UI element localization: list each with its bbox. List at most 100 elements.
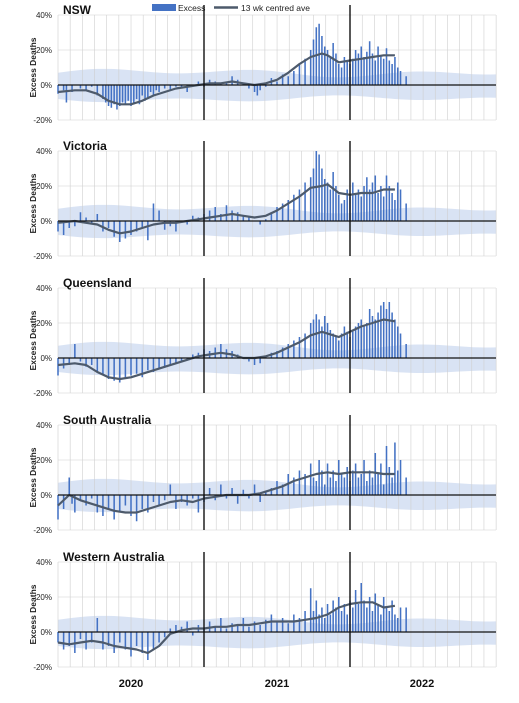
excess-bar xyxy=(135,85,138,99)
excess-bar xyxy=(399,189,402,221)
excess-bar xyxy=(343,200,346,221)
excess-bar xyxy=(57,221,59,232)
excess-bar xyxy=(220,618,222,632)
excess-bar xyxy=(256,85,259,96)
excess-bar xyxy=(214,207,217,221)
excess-bar xyxy=(79,85,82,89)
excess-bar xyxy=(340,203,343,221)
excess-bar xyxy=(337,194,340,221)
excess-bar xyxy=(107,632,110,646)
excess-bar xyxy=(340,611,343,632)
excess-bar xyxy=(323,618,326,632)
excess-bar xyxy=(360,583,363,632)
excess-bar xyxy=(380,55,382,85)
y-tick-label: -20% xyxy=(33,526,52,535)
excess-bar xyxy=(374,60,377,85)
excess-bar xyxy=(264,491,267,495)
excess-bar xyxy=(326,182,329,221)
excess-bar xyxy=(368,309,371,358)
excess-bar xyxy=(352,330,354,358)
excess-bar xyxy=(304,333,306,358)
excess-bar xyxy=(118,221,121,242)
excess-bar xyxy=(180,495,183,502)
year-labels: 2020 2021 2022 xyxy=(119,678,434,690)
excess-bar xyxy=(329,614,332,632)
excess-bar xyxy=(147,221,149,241)
excess-bar xyxy=(113,632,115,653)
excess-bar xyxy=(270,614,273,632)
legend: Excess 13 wk centred ave xyxy=(152,3,310,13)
excess-bar xyxy=(96,358,99,372)
excess-bar xyxy=(107,221,110,228)
excess-bar xyxy=(74,344,76,358)
excess-bar xyxy=(85,217,87,221)
excess-bar xyxy=(276,621,278,632)
excess-bar xyxy=(360,196,363,221)
excess-bar xyxy=(298,64,301,85)
excess-bar xyxy=(281,484,284,495)
y-axis-label: Excess Deaths xyxy=(28,584,38,644)
excess-bar xyxy=(62,221,65,235)
excess-bar xyxy=(312,611,315,632)
excess-bar xyxy=(394,614,396,632)
excess-bar xyxy=(127,85,129,101)
excess-bar xyxy=(264,219,267,221)
excess-bar xyxy=(130,85,132,106)
excess-bar xyxy=(354,463,357,495)
excess-bar xyxy=(374,319,377,358)
excess-bar xyxy=(163,221,166,230)
excess-bar xyxy=(366,481,368,495)
excess-bar xyxy=(374,453,377,495)
excess-bar xyxy=(385,309,388,358)
excess-bar xyxy=(298,618,301,632)
excess-bar xyxy=(326,463,329,495)
excess-bar xyxy=(366,51,368,85)
excess-bar xyxy=(368,470,371,495)
excess-bar xyxy=(62,495,65,509)
excess-bar xyxy=(270,488,273,495)
excess-bar xyxy=(312,39,315,85)
excess-bar xyxy=(121,85,124,103)
excess-bar xyxy=(141,358,144,378)
excess-bar xyxy=(335,186,337,221)
excess-bar xyxy=(197,495,200,513)
excess-bar xyxy=(130,221,132,235)
excess-bar xyxy=(315,600,318,632)
excess-bar xyxy=(158,495,160,506)
excess-bar xyxy=(259,358,261,364)
excess-bar xyxy=(399,333,402,358)
panel-title: South Australia xyxy=(63,413,152,427)
excess-bar xyxy=(346,467,348,495)
excess-bar xyxy=(225,205,228,221)
panel-title: Western Australia xyxy=(63,550,165,564)
excess-bar xyxy=(231,210,233,221)
excess-bar xyxy=(321,168,323,221)
excess-bar xyxy=(343,604,346,632)
excess-bar xyxy=(90,358,93,365)
excess-bar xyxy=(113,85,115,105)
excess-bar xyxy=(281,347,284,358)
excess-bar xyxy=(352,182,354,221)
moving-average-line xyxy=(57,601,396,655)
excess-bar xyxy=(270,212,273,221)
excess-bar xyxy=(293,340,295,358)
y-tick-label: 40% xyxy=(36,284,52,293)
excess-bar xyxy=(405,607,407,632)
excess-bar xyxy=(57,632,59,643)
excess-bar xyxy=(113,221,115,237)
excess-bar xyxy=(158,85,160,92)
excess-bar xyxy=(163,85,166,89)
excess-bar xyxy=(57,85,59,94)
excess-bar xyxy=(253,621,256,632)
excess-bar xyxy=(169,358,172,365)
excess-bar xyxy=(318,460,320,495)
excess-bar xyxy=(62,632,65,650)
y-axis-label: Excess Deaths xyxy=(28,310,38,370)
excess-bar xyxy=(312,319,315,358)
excess-bar xyxy=(220,484,222,495)
excess-bar xyxy=(399,607,402,632)
y-tick-label: 40% xyxy=(36,558,52,567)
excess-bar xyxy=(340,67,343,85)
excess-bar xyxy=(396,618,399,632)
y-tick-label: 20% xyxy=(36,319,52,328)
